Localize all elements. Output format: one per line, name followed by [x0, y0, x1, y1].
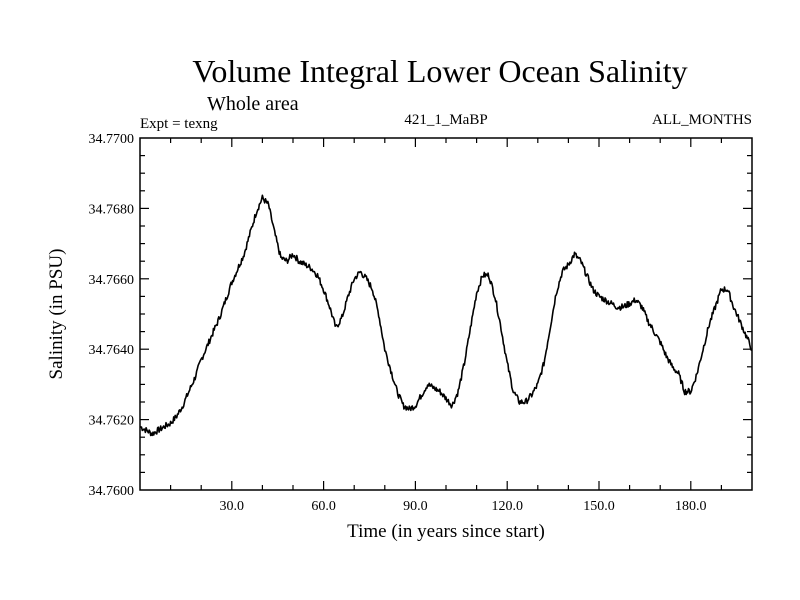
- x-tick-label: 150.0: [583, 499, 615, 514]
- axis-ticks: [140, 138, 752, 490]
- y-tick-label: 34.7700: [89, 132, 135, 147]
- experiment-label: Expt = texng: [140, 116, 218, 132]
- plot-frame: [139, 137, 753, 491]
- y-axis-label: Salinity (in PSU): [46, 249, 67, 380]
- y-tick-label: 34.7620: [89, 414, 135, 429]
- y-tick-label: 34.7600: [89, 484, 135, 499]
- y-tick-label: 34.7640: [89, 343, 135, 358]
- x-tick-label: 90.0: [403, 499, 428, 514]
- tick-labels: 30.0 60.0 90.0 120.0 150.0 180.0 34.7600 34.762…: [89, 132, 707, 514]
- chart-title: Volume Integral Lower Ocean Salinity: [192, 53, 687, 89]
- x-tick-label: 180.0: [675, 499, 707, 514]
- x-tick-label: 60.0: [311, 499, 336, 514]
- run-id-label: 421_1_MaBP: [404, 112, 487, 128]
- y-tick-label: 34.7680: [89, 202, 135, 217]
- salinity-series-line: [139, 194, 753, 437]
- x-tick-label: 30.0: [220, 499, 245, 514]
- y-tick-label: 34.7660: [89, 273, 135, 288]
- x-tick-label: 120.0: [491, 499, 523, 514]
- x-axis-label: Time (in years since start): [347, 521, 545, 542]
- chart-subtitle: Whole area: [207, 93, 299, 115]
- months-label: ALL_MONTHS: [652, 112, 752, 128]
